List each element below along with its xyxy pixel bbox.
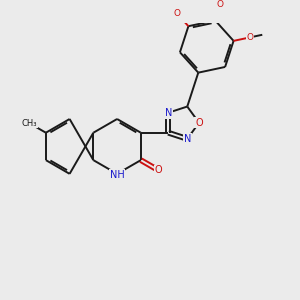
Text: N: N xyxy=(165,108,172,118)
Text: O: O xyxy=(155,165,163,176)
Text: CH₃: CH₃ xyxy=(22,118,37,127)
Text: NH: NH xyxy=(110,170,124,180)
Text: N: N xyxy=(184,134,191,144)
Text: O: O xyxy=(173,9,181,18)
Text: O: O xyxy=(195,118,203,128)
Text: O: O xyxy=(217,0,224,9)
Text: O: O xyxy=(247,33,254,42)
